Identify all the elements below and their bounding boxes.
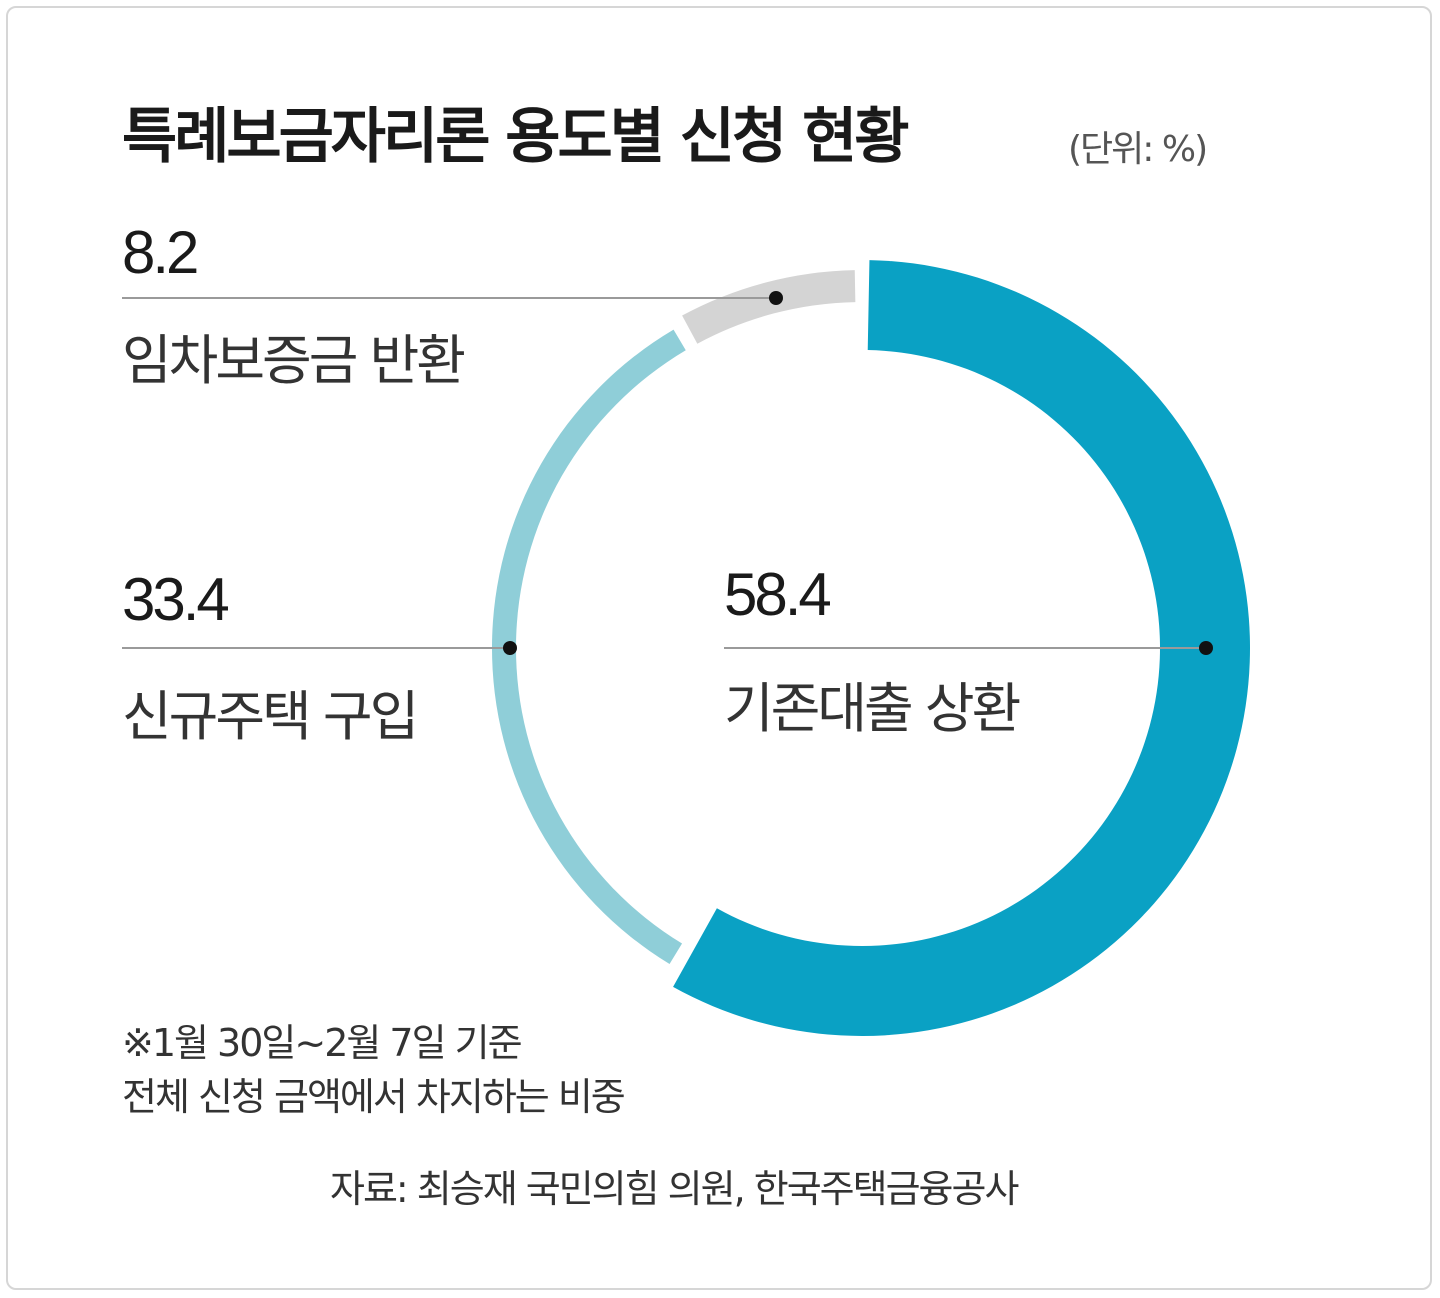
slice-value-existing-loan: 58.4: [724, 561, 832, 628]
slice-existing-loan: [673, 260, 1250, 1036]
slice-deposit-return: [682, 270, 856, 344]
slice-value-new-house: 33.4: [122, 566, 230, 633]
slice-new-house: [491, 329, 686, 965]
leader-deposit-return-dot: [769, 291, 783, 305]
slice-label-new-house: 신규주택 구입: [122, 685, 419, 748]
slice-value-deposit-return: 8.2: [122, 219, 199, 286]
leader-new-house-dot: [503, 641, 517, 655]
slice-label-existing-loan: 기존대출 상환: [724, 677, 1021, 740]
source-note: 자료: 최승재 국민의힘 의원, 한국주택금융공사: [330, 1167, 1019, 1211]
chart-frame: [6, 6, 1432, 1290]
unit-label: (단위: %): [1068, 129, 1208, 170]
leader-existing-loan-dot: [1199, 641, 1213, 655]
note-date-range: ※1월 30일~2월 7일 기준: [122, 1021, 523, 1065]
slice-label-deposit-return: 임차보증금 반환: [122, 329, 466, 392]
note-share-basis: 전체 신청 금액에서 차지하는 비중: [122, 1075, 626, 1119]
chart-title: 특례보금자리론 용도별 신청 현황: [122, 102, 909, 172]
